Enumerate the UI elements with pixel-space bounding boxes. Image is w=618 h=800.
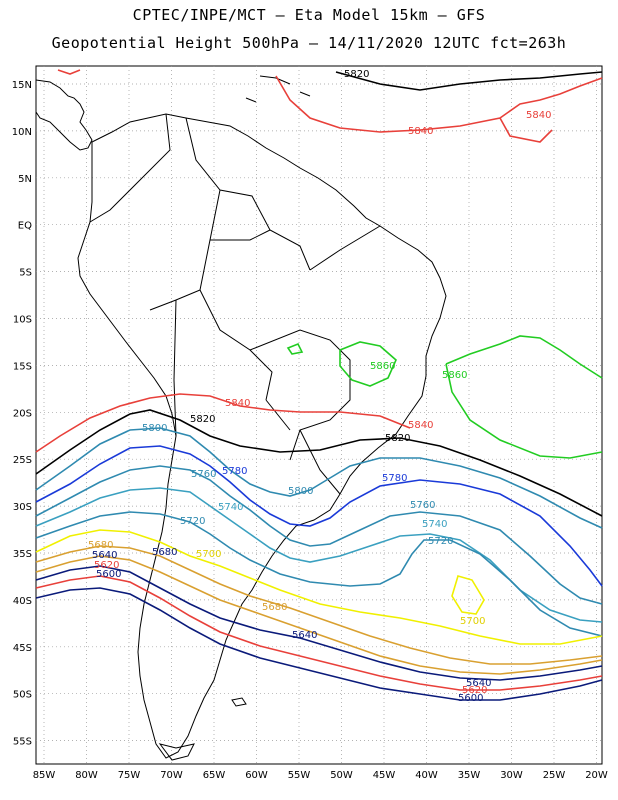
map-frame: [35, 65, 603, 765]
latitude-label: 55S: [13, 737, 32, 748]
latitude-label: 5N: [18, 174, 32, 185]
tierra-del-fuego: [158, 743, 195, 761]
label-5860-atlantic: 5860: [442, 370, 467, 381]
central-america-coast: [35, 79, 93, 151]
label-5760-west: 5760: [191, 469, 216, 480]
label-5600-west: 5600: [96, 569, 121, 580]
longitude-label: 30W: [500, 770, 523, 781]
label-5700-west: 5700: [196, 549, 221, 560]
latitude-label: 15S: [13, 361, 32, 372]
label-5620-east: 5620: [462, 685, 487, 696]
country-borders: [89, 113, 381, 495]
label-5800-west: 5800: [142, 423, 167, 434]
contour-5840-south: [35, 393, 411, 453]
label-5740-west: 5740: [218, 502, 243, 513]
latitude-label: 45S: [13, 643, 32, 654]
contour-5780: [35, 445, 603, 587]
label-5780-east: 5780: [382, 473, 407, 484]
falkland-islands: [231, 697, 247, 707]
latitude-label: 20S: [13, 408, 32, 419]
contour-5820-north: [335, 71, 603, 91]
label-5820-east: 5820: [385, 433, 410, 444]
label-5640-east: 5640: [466, 678, 491, 689]
latitude-label: 40S: [13, 596, 32, 607]
longitude-label: 80W: [75, 770, 98, 781]
coastlines: [35, 75, 447, 761]
contour-5600: [35, 587, 603, 701]
contour-5760: [35, 465, 603, 605]
contour-5660: [35, 555, 603, 675]
height-contours: [35, 69, 603, 701]
label-5780-west: 5780: [222, 466, 247, 477]
label-5820-south: 5820: [190, 414, 215, 425]
longitude-label: 35W: [458, 770, 481, 781]
contour-5720: [35, 511, 603, 637]
contour-5680: [35, 545, 603, 665]
latitude-labels: 15N 10N 5N EQ 5S 10S 15S 20S 25S 30S 35S 40S 45S 50S 5…: [12, 80, 32, 748]
latitude-label: 50S: [13, 690, 32, 701]
label-5700-east: 5700: [460, 616, 485, 627]
latitude-label: 30S: [13, 502, 32, 513]
label-5720-west: 5720: [180, 516, 205, 527]
latitude-label: 35S: [13, 549, 32, 560]
longitude-label: 25W: [543, 770, 566, 781]
label-5620-west: 5620: [94, 560, 119, 571]
label-5840-northeast: 5840: [526, 110, 551, 121]
caribbean-islands: [245, 75, 311, 103]
longitude-label: 20W: [585, 770, 608, 781]
label-5820-north: 5820: [344, 69, 369, 80]
contour-labels: 5820 5840 5840 5860 5860 5840 5840 5820 …: [88, 69, 551, 704]
contour-5700: [35, 529, 603, 645]
longitude-label: 45W: [373, 770, 396, 781]
contour-5860-brazil: [286, 341, 397, 387]
contour-5860-atlantic: [445, 335, 603, 459]
label-5840-north: 5840: [408, 126, 433, 137]
map-title-line1: CPTEC/INPE/MCT – Eta Model 15km – GFS: [132, 6, 486, 24]
south-america-coast: [77, 113, 447, 759]
contour-5840-north: [57, 69, 603, 143]
map-title-line2: Geopotential Height 500hPa – 14/11/2020 …: [51, 34, 567, 52]
longitude-label: 75W: [118, 770, 141, 781]
longitude-labels: 85W 80W 75W 70W 65W 60W 55W 50W 45W 40W 35W 30W 25W 2…: [33, 770, 608, 781]
label-5860-brazil: 5860: [370, 361, 395, 372]
longitude-label: 85W: [33, 770, 56, 781]
latitude-label: 5S: [19, 268, 32, 279]
label-5740-east: 5740: [422, 519, 447, 530]
contour-5800: [35, 427, 603, 529]
latitude-label: 15N: [12, 80, 32, 91]
label-5760-east: 5760: [410, 500, 435, 511]
longitude-label: 40W: [415, 770, 438, 781]
label-5680-west: 5680: [88, 540, 113, 551]
longitude-label: 55W: [288, 770, 311, 781]
latitude-label: 10S: [13, 315, 32, 326]
label-5720-east: 5720: [428, 536, 453, 547]
latitude-label: 25S: [13, 455, 32, 466]
longitude-label: 60W: [245, 770, 268, 781]
longitude-label: 70W: [160, 770, 183, 781]
label-5600-east: 5600: [458, 693, 483, 704]
label-5840-south: 5840: [225, 398, 250, 409]
label-5680-middle: 5680: [152, 547, 177, 558]
label-5800-middle: 5800: [288, 486, 313, 497]
longitude-label: 50W: [330, 770, 353, 781]
label-5840-east: 5840: [408, 420, 433, 431]
contour-5640: [35, 565, 603, 681]
label-5640-west: 5640: [92, 550, 117, 561]
contour-5620: [35, 575, 603, 691]
longitude-label: 65W: [203, 770, 226, 781]
contour-5820-south: [35, 409, 603, 517]
latitude-label: EQ: [18, 221, 32, 232]
label-5640-middle: 5640: [292, 630, 317, 641]
latitude-label: 10N: [12, 127, 32, 138]
label-5680-east: 5680: [262, 602, 287, 613]
